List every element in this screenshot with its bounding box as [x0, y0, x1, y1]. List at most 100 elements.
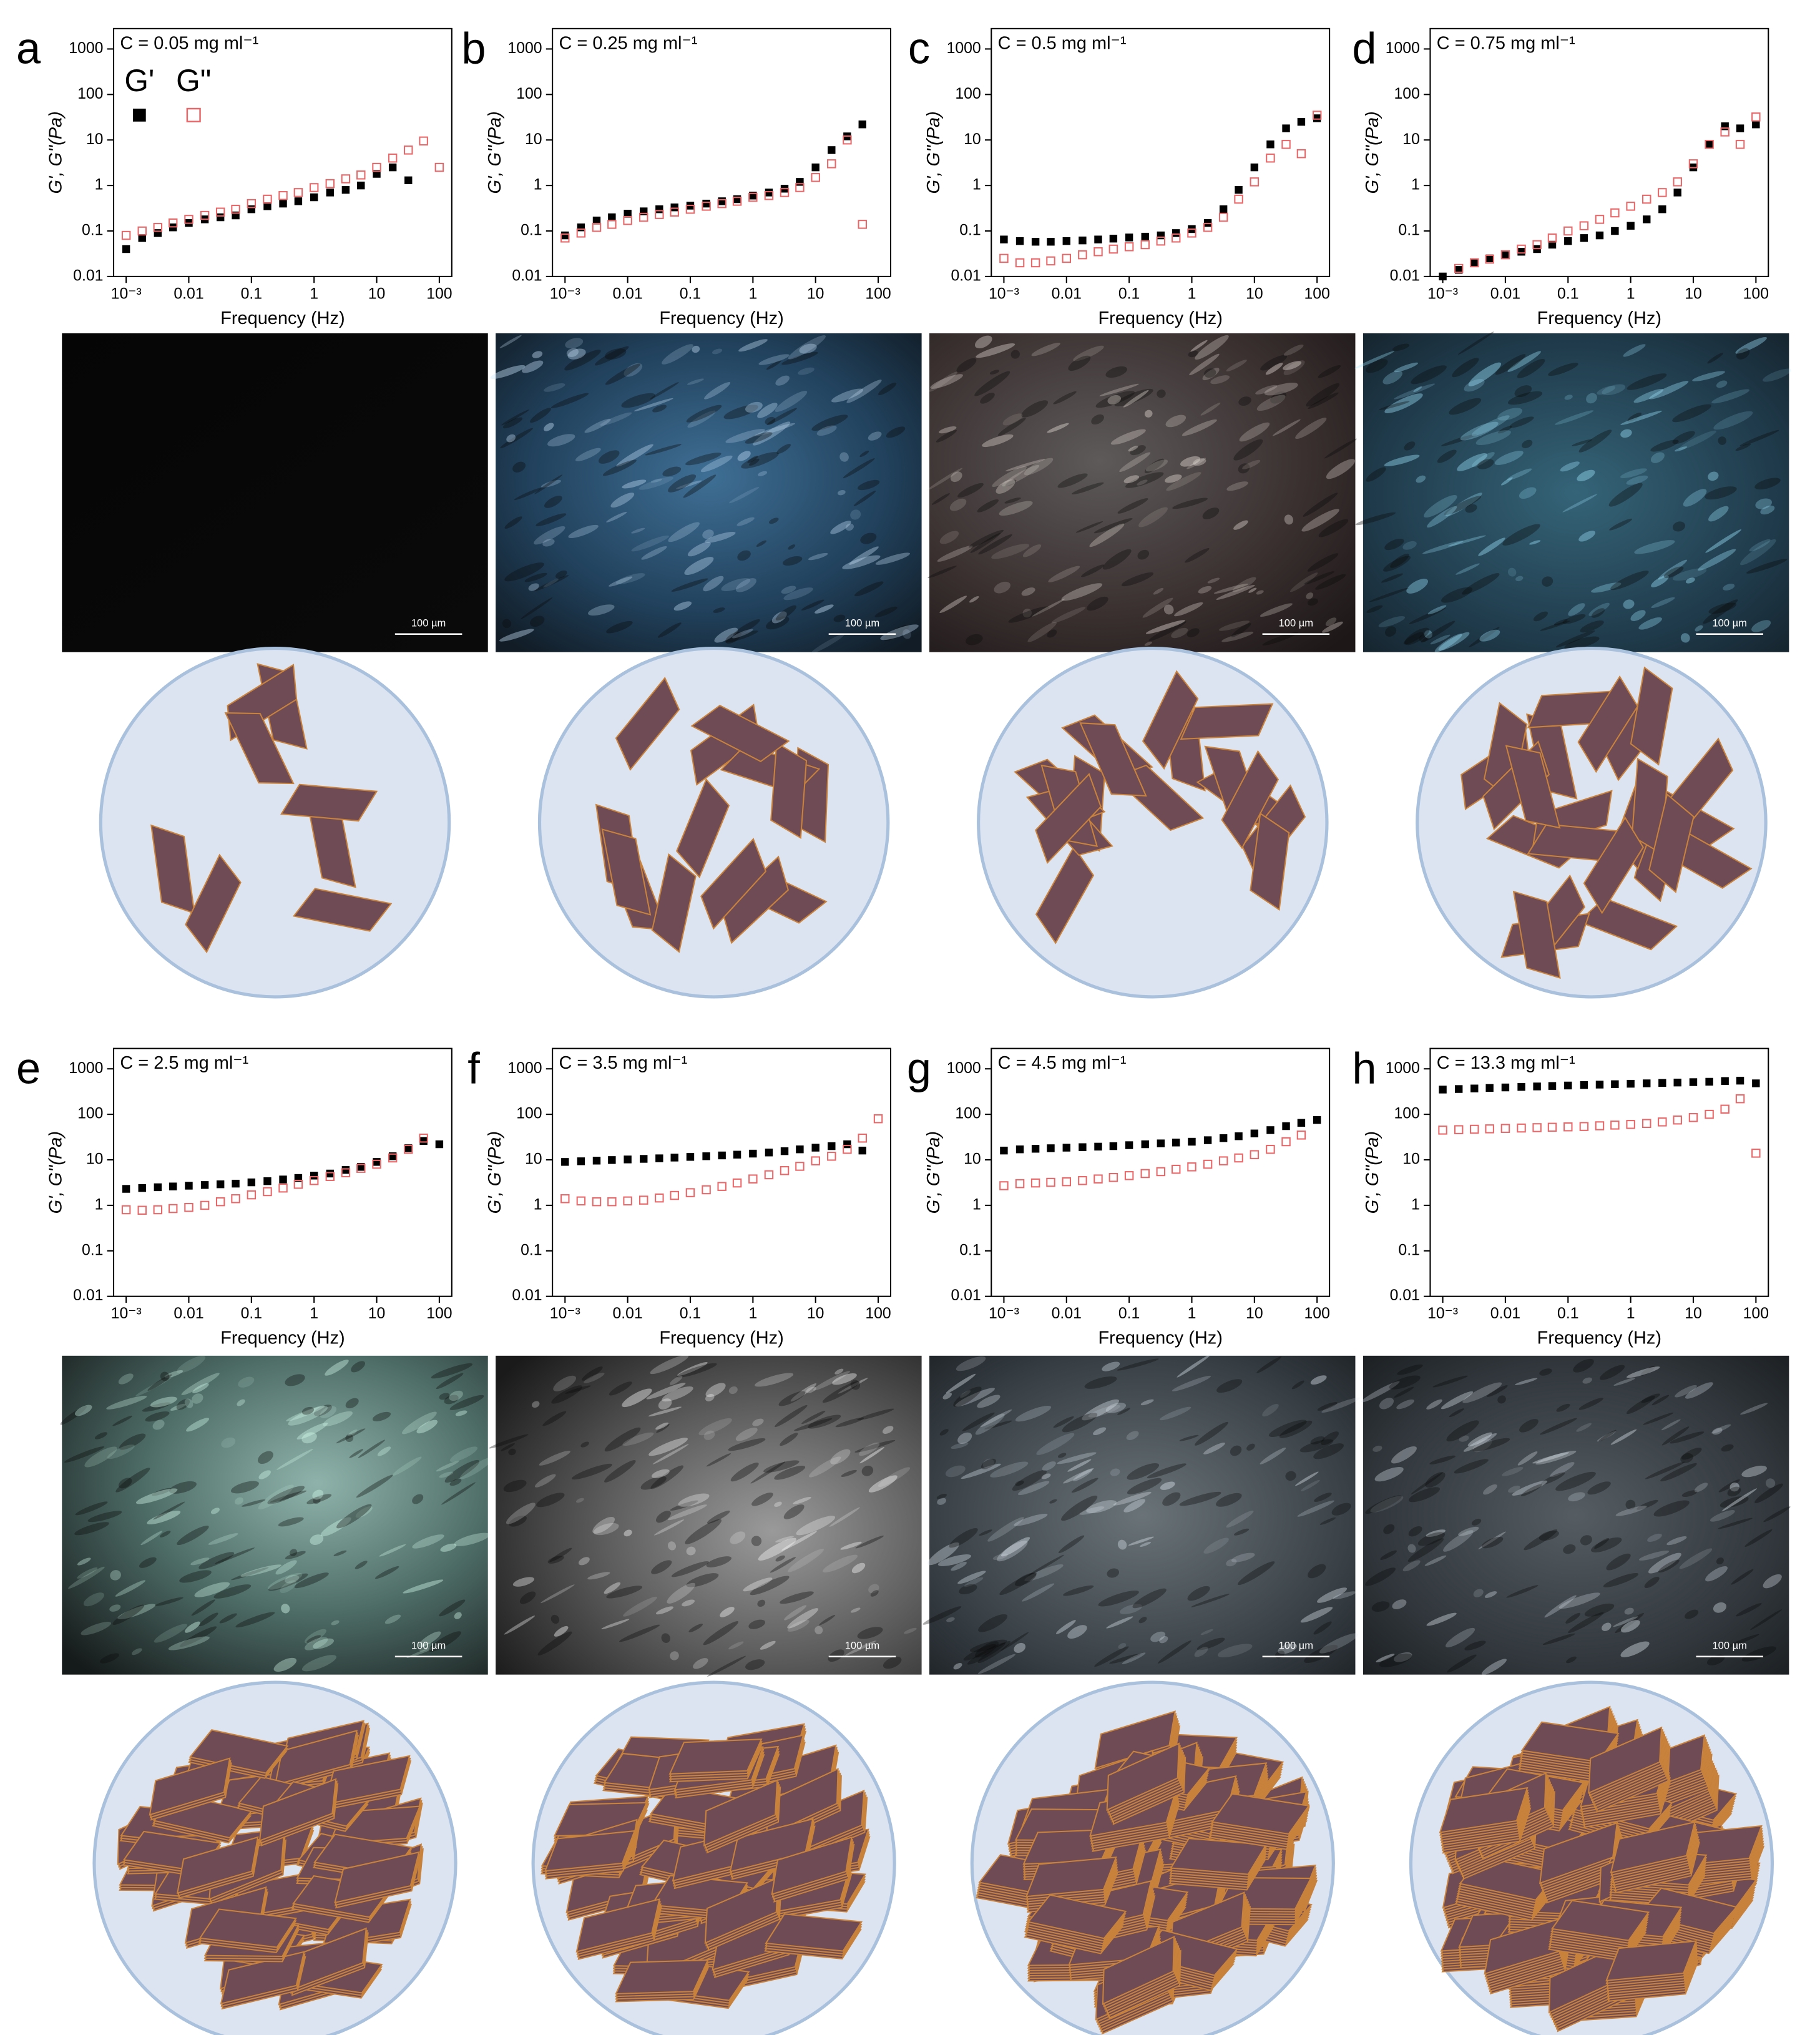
texture	[1089, 523, 1125, 547]
annotation: C = 0.5 mg ml⁻¹	[998, 33, 1127, 53]
texture	[534, 575, 569, 592]
x-tick-label: 100	[426, 1305, 452, 1322]
x-tick-label: 100	[1743, 1305, 1769, 1322]
texture	[1672, 431, 1695, 444]
texture	[1203, 1537, 1229, 1554]
texture	[1138, 1617, 1147, 1624]
texture	[650, 1355, 689, 1375]
platelet	[1505, 745, 1561, 829]
texture	[1680, 633, 1690, 643]
texture	[1291, 1380, 1304, 1390]
y-tick-label: 100	[955, 1106, 981, 1122]
y-tick-label: 0.01	[512, 267, 542, 284]
texture	[707, 1510, 730, 1524]
data-point	[1140, 1169, 1150, 1179]
texture	[1001, 1632, 1029, 1651]
texture	[969, 596, 979, 603]
texture	[1553, 619, 1568, 625]
texture	[1014, 1572, 1037, 1586]
data-point	[749, 1149, 757, 1158]
texture	[648, 1438, 688, 1456]
texture	[198, 1612, 218, 1627]
data-point	[1157, 231, 1165, 240]
texture	[651, 1469, 670, 1478]
texture	[213, 1584, 252, 1599]
platelet	[1035, 773, 1102, 865]
y-tick-label: 100	[1394, 86, 1420, 102]
texture	[743, 1577, 773, 1592]
texture	[1226, 360, 1247, 372]
texture	[564, 350, 601, 371]
texture	[790, 1383, 817, 1402]
texture	[1467, 1432, 1493, 1447]
platelet	[198, 1908, 297, 1948]
texture	[652, 1444, 689, 1464]
data-point	[1735, 1094, 1745, 1104]
y-tick-label: 1	[1411, 1196, 1420, 1213]
data-point	[372, 1159, 381, 1169]
texture	[1216, 1493, 1242, 1507]
texture	[1117, 1539, 1127, 1550]
data-point	[1642, 194, 1651, 204]
texture	[506, 434, 516, 443]
texture	[1237, 1561, 1275, 1586]
texture	[662, 466, 682, 477]
texture	[714, 627, 738, 643]
texture	[1522, 439, 1533, 449]
texture	[991, 544, 1030, 559]
y-tick-label: 10	[86, 1151, 104, 1168]
x-axis-label: Frequency (Hz)	[1098, 1328, 1223, 1348]
data-point	[434, 162, 444, 172]
texture	[822, 1381, 860, 1403]
texture	[808, 552, 828, 561]
data-point	[1611, 1080, 1619, 1089]
y-tick-label: 1	[1411, 177, 1420, 194]
texture	[1094, 1646, 1129, 1667]
texture	[658, 1398, 672, 1410]
texture	[198, 1552, 235, 1569]
texture	[751, 1536, 762, 1546]
texture	[650, 382, 679, 400]
data-point	[341, 174, 351, 184]
texture	[499, 629, 534, 642]
texture	[501, 409, 529, 426]
texture	[1160, 1406, 1191, 1421]
data-point	[1454, 1125, 1464, 1134]
texture	[392, 1456, 422, 1476]
texture	[974, 1641, 999, 1658]
texture	[460, 1457, 493, 1479]
data-point	[1031, 1145, 1040, 1153]
data-point	[184, 1203, 193, 1212]
texture	[522, 360, 544, 373]
data-point	[1172, 229, 1180, 237]
texture	[706, 1556, 731, 1567]
plot-frame	[112, 27, 453, 277]
x-axis-label: Frequency (Hz)	[659, 308, 783, 328]
texture	[152, 1420, 165, 1430]
micrograph: 100 µm	[489, 1355, 922, 1677]
texture	[305, 1629, 326, 1644]
texture	[1218, 620, 1250, 631]
y-tick-label: 0.1	[521, 1242, 542, 1258]
texture	[1501, 477, 1513, 486]
data-point	[1266, 140, 1274, 149]
texture	[1718, 1479, 1740, 1493]
texture	[588, 604, 615, 616]
texture	[650, 1465, 684, 1489]
data-point	[1611, 227, 1619, 235]
texture	[997, 1541, 1028, 1562]
texture	[1125, 472, 1164, 488]
platelet	[771, 1836, 853, 1896]
texture	[861, 1465, 874, 1476]
annotation: C = 3.5 mg ml⁻¹	[559, 1053, 687, 1073]
texture	[594, 346, 629, 366]
texture	[441, 1482, 476, 1505]
texture	[1300, 1479, 1320, 1492]
data-point	[1203, 223, 1213, 232]
texture	[1068, 355, 1091, 371]
y-tick-label: 0.01	[73, 267, 103, 284]
texture	[815, 1626, 823, 1635]
texture	[1408, 1526, 1422, 1537]
texture	[1683, 489, 1707, 507]
texture	[733, 619, 760, 636]
